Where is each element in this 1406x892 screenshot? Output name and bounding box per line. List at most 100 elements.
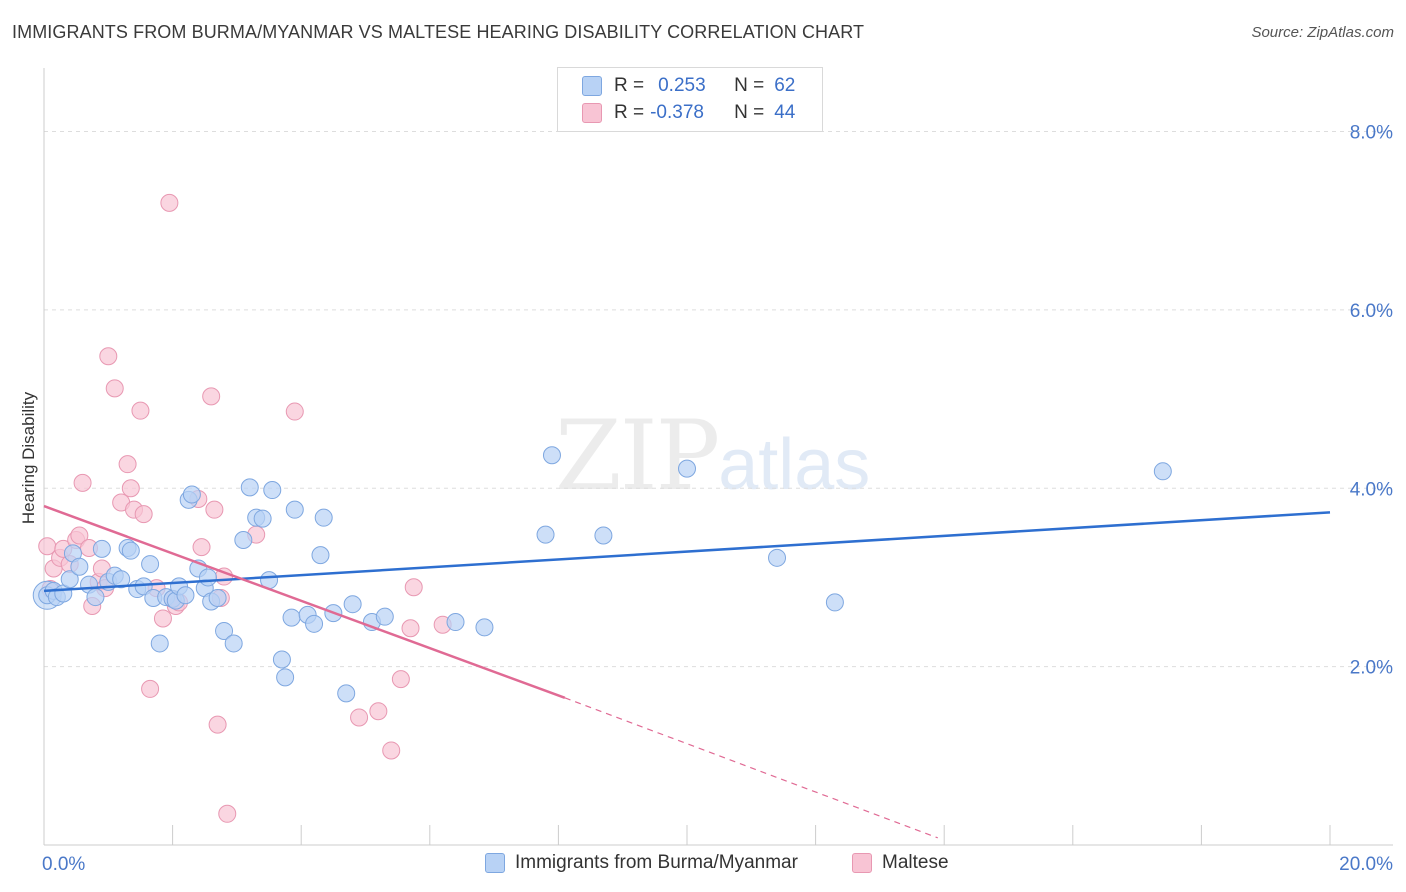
y-tick-label: 4.0% [1350,479,1393,500]
maltese-point [391,670,410,689]
burma-point [272,650,291,669]
burma-point [314,508,333,527]
y-tick-label: 8.0% [1350,123,1393,144]
legend-swatch-pink [582,103,602,123]
series-label-burma: Immigrants from Burma/Myanmar [515,852,798,873]
maltese-trend-line [43,504,566,700]
burma-point [305,614,324,633]
legend-r-label: R = [614,102,645,123]
burma-point [375,607,394,626]
burma-points [32,446,1172,703]
chart-title: IMMIGRANTS FROM BURMA/MYANMAR VS MALTESE… [12,22,865,42]
maltese-point [118,455,137,474]
maltese-point [134,505,153,524]
x-tick-label: 0.0% [42,854,85,875]
burma-point [446,613,465,632]
x-tick-label: 20.0% [1339,854,1393,875]
burma-point [240,478,259,497]
maltese-point [70,526,89,545]
maltese-point [160,193,179,212]
maltese-point [285,402,304,421]
burma-point [141,555,160,574]
burma-point [176,586,195,605]
maltese-point [205,500,224,519]
maltese-point [141,679,160,698]
burma-point [253,509,272,528]
burma-point [542,446,561,465]
legend-row-burma: R = 0.253 N = 62 [582,73,795,99]
maltese-point [382,741,401,760]
maltese-points [38,193,452,823]
maltese-point [121,479,140,498]
series-legend-burma: Immigrants from Burma/Myanmar [485,852,798,874]
burma-point [343,595,362,614]
burma-point [208,588,227,607]
burma-point [263,481,282,500]
burma-point [1153,462,1172,481]
legend-r-value: 0.253 [658,75,706,96]
burma-point [594,526,613,545]
series-label-maltese: Maltese [882,852,949,873]
source-label: Source: ZipAtlas.com [1251,24,1394,41]
maltese-point [202,387,221,406]
series-legend: Immigrants from Burma/Myanmar Maltese [0,852,1406,878]
legend-n-value: 44 [774,102,796,123]
burma-trend-line [43,511,1331,593]
legend-row-maltese: R = -0.378 N = 44 [582,100,795,126]
legend-n-label: N = [734,75,765,96]
burma-point [121,541,140,560]
burma-point [475,618,494,637]
maltese-point [350,708,369,727]
maltese-point [153,609,172,628]
watermark-zip: ZIP [555,400,720,512]
burma-point [276,668,295,687]
maltese-point [401,619,420,638]
maltese-point [131,401,150,420]
y-tick-label: 6.0% [1350,301,1393,322]
trend-lines [43,504,1331,839]
gridlines [44,131,1393,668]
series-legend-maltese: Maltese [852,852,949,874]
axes [43,68,1393,846]
burma-point [678,459,696,478]
burma-point [285,500,304,519]
watermark: ZIPatlas [555,400,870,512]
legend-r-label: R = [614,75,645,96]
burma-point [86,588,105,607]
burma-point [150,634,169,653]
burma-point [112,570,131,589]
burma-point [282,608,301,627]
legend-r-value: -0.378 [650,102,704,123]
maltese-point [192,538,211,557]
maltese-point [73,473,92,492]
legend-swatch-blue [582,76,602,96]
burma-point [224,634,243,653]
maltese-point [404,578,423,597]
burma-point [92,539,111,558]
maltese-trend-extension [564,697,938,839]
burma-point [182,485,201,504]
burma-point [234,530,253,549]
burma-point [825,593,844,612]
watermark-atlas: atlas [718,425,871,505]
series-swatch-pink [852,853,872,873]
y-tick-label: 2.0% [1350,658,1393,679]
burma-point [311,546,330,565]
legend-n-value: 62 [774,75,796,96]
burma-point [536,525,555,544]
burma-point [70,557,89,576]
maltese-point [99,347,118,366]
legend-n-label: N = [734,102,765,123]
burma-point [768,548,787,567]
burma-point [215,621,234,640]
y-axis-label: Hearing Disability [19,391,38,524]
correlation-legend: R = 0.253 N = 62 R = -0.378 N = 44 [557,67,823,132]
maltese-point [208,715,227,734]
maltese-point [105,379,124,398]
burma-point [60,570,79,589]
tick-labels: 2.0% 4.0% 6.0% 8.0% 0.0% 20.0% [42,123,1393,875]
burma-point [198,568,217,587]
burma-point [337,684,356,703]
series-swatch-blue [485,853,505,873]
